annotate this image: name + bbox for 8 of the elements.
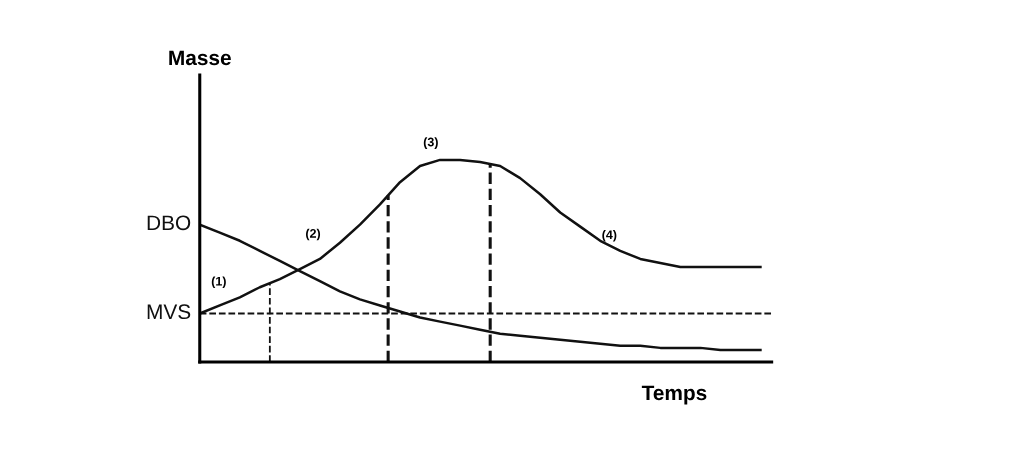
x-axis-title: Temps	[641, 385, 707, 405]
annotation: (1)	[211, 276, 226, 289]
annotation: (4)	[602, 229, 617, 242]
text: (3)	[423, 137, 438, 149]
y-axis-title: Masse	[169, 50, 231, 66]
series-label: MVS	[147, 304, 191, 320]
series-label: DBO	[147, 215, 191, 231]
annotation: (2)	[306, 228, 321, 241]
